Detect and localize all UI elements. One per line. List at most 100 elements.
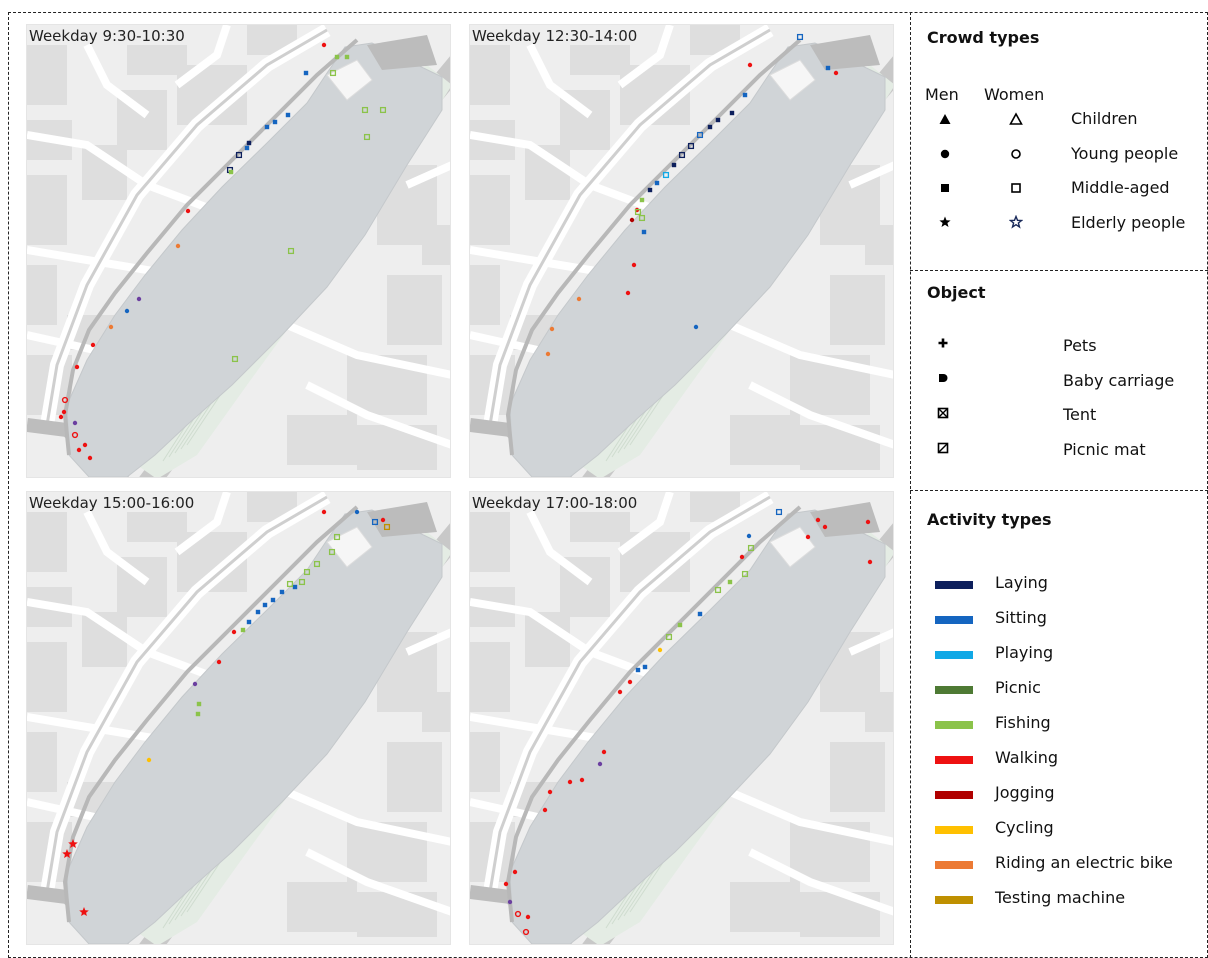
map-panel-3: Weekday 15:00-16:00 [26,491,451,945]
legend-divider-2 [910,490,1208,491]
outline-triangle-icon [1009,112,1023,125]
activity-swatch-jogging [935,791,973,799]
activity-marker [865,519,871,525]
activity-marker [62,849,72,858]
activity-marker [303,568,311,576]
legend-divider [910,12,911,958]
activity-marker [693,324,699,330]
activity-marker [228,169,234,175]
activity-marker [76,447,82,453]
filled-square-icon [941,184,949,192]
activity-marker [747,544,755,552]
activity-marker [383,523,391,531]
activity-marker [72,420,78,426]
activity-marker [507,899,513,905]
map-panel-1: Weekday 9:30-10:30 [26,24,451,478]
activity-swatch-playing [935,651,973,659]
activity-marker [262,602,268,608]
activity-marker [246,140,252,146]
activity-marker [512,869,518,875]
activity-marker [298,578,306,586]
filled-triangle-icon [939,114,951,124]
activity-marker [542,807,548,813]
activity-marker [514,910,522,918]
activity-marker [146,757,152,763]
activity-marker [379,106,387,114]
activity-marker [638,214,646,222]
activity-marker [333,533,341,541]
activity-marker [79,907,89,916]
activity-marker [742,92,748,98]
outline-circle-icon [1011,149,1021,159]
baby-carriage-icon [939,374,948,382]
activity-marker [729,110,735,116]
activity-marker [354,509,360,515]
activity-marker [246,619,252,625]
outline-square-icon [1011,183,1021,193]
activity-marker [286,580,294,588]
activity-swatch-fishing [935,721,973,729]
activity-marker [244,145,250,151]
activity-marker [522,928,530,936]
activity-marker [696,131,704,139]
activity-marker [707,124,713,130]
activity-marker [303,70,309,76]
activity-marker [272,119,278,125]
activity-marker [697,611,703,617]
object-row-label: Tent [1063,405,1097,424]
crowd-legend-title: Crowd types [927,28,1040,47]
activity-marker [549,326,555,332]
activity-marker [363,133,371,141]
activity-marker [545,351,551,357]
activity-marker [687,142,695,150]
activity-swatch-testing-machine [935,896,973,904]
filled-circle-icon [940,149,950,159]
activity-marker [805,534,811,540]
activity-swatch-cycling [935,826,973,834]
object-legend-title: Object [927,283,986,302]
activity-label: Jogging [995,783,1055,802]
picnic-mat-icon [937,442,949,454]
activity-marker [196,701,202,707]
activity-marker [68,839,78,848]
activity-marker [503,881,509,887]
map-title: Weekday 9:30-10:30 [29,27,185,45]
activity-marker [746,533,752,539]
activity-marker [625,290,631,296]
activity-marker [371,518,379,526]
object-row-label: Baby carriage [1063,371,1175,390]
activity-marker [639,197,645,203]
activity-label: Walking [995,748,1059,767]
activity-marker [597,761,603,767]
activity-marker [741,570,749,578]
activity-marker [617,689,623,695]
map-panel-2: Weekday 12:30-14:00 [469,24,894,478]
activity-marker [313,560,321,568]
activity-marker [601,749,607,755]
object-row-label: Pets [1063,336,1097,355]
activity-marker [727,579,733,585]
activity-label: Cycling [995,818,1054,837]
activity-marker [747,62,753,68]
activity-marker [380,517,386,523]
activity-marker [833,70,839,76]
outline-star-icon [1009,215,1023,229]
crowd-row-label: Children [1071,109,1138,128]
activity-marker [82,442,88,448]
map-title: Weekday 15:00-16:00 [29,494,195,512]
activity-marker [739,554,745,560]
activity-marker [815,517,821,523]
map-title: Weekday 12:30-14:00 [472,27,638,45]
activity-marker [292,584,298,590]
crowd-row-label: Young people [1071,144,1179,163]
activity-marker [328,548,336,556]
activity-marker [635,667,641,673]
activity-marker [74,364,80,370]
activity-marker [231,355,239,363]
filled-star-icon [939,216,951,227]
activity-swatch-laying [935,581,973,589]
activity-marker [71,431,79,439]
activity-marker [677,622,683,628]
activity-marker [657,647,663,653]
activity-marker [185,208,191,214]
